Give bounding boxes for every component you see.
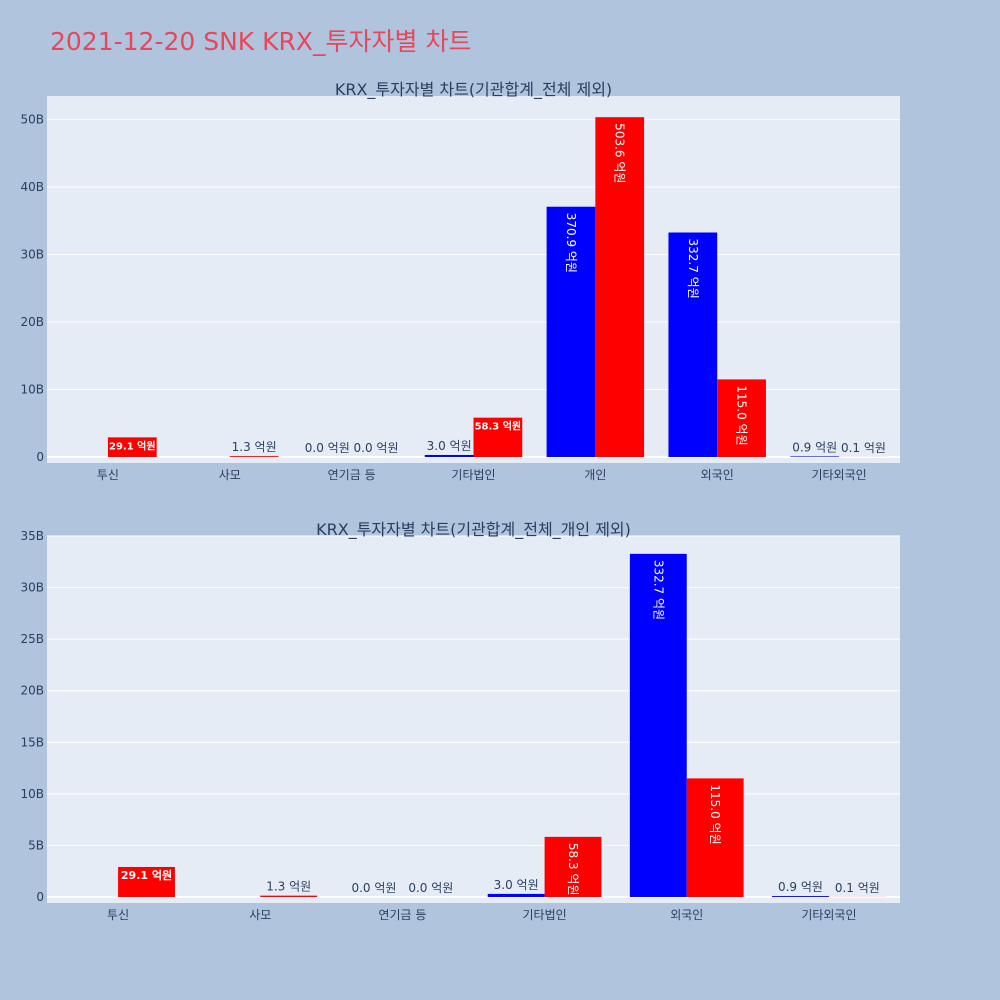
data-label: 0.0 억원 — [354, 441, 399, 455]
bar-sell — [118, 866, 175, 897]
y-tick-label: 0 — [36, 890, 44, 904]
y-tick-label: 25B — [20, 632, 44, 646]
y-tick-label: 10B — [20, 383, 44, 397]
x-tick-label: 연기금 등 — [378, 908, 426, 922]
data-label: 0.0 억원 — [408, 881, 453, 895]
data-label: 0.1 억원 — [841, 441, 886, 455]
bar-buy — [424, 454, 474, 457]
data-label: 503.6 억원 — [613, 123, 627, 183]
x-tick-label: 연기금 등 — [328, 468, 376, 482]
bar-buy — [546, 206, 596, 457]
y-tick-label: 50B — [20, 113, 44, 127]
bar-buy — [790, 456, 840, 457]
data-label: 1.3 억원 — [232, 440, 277, 454]
y-tick-label: 10B — [20, 787, 44, 801]
bar-buy — [487, 893, 545, 897]
plot-area — [47, 536, 900, 903]
x-tick-label: 외국인 — [670, 908, 703, 922]
data-label: 58.3 억원 — [566, 843, 580, 896]
data-label: 115.0 억원 — [708, 784, 722, 844]
data-label: 29.1 억원 — [109, 439, 156, 452]
data-label: 58.3 억원 — [475, 420, 522, 433]
data-label: 332.7 억원 — [686, 239, 700, 299]
y-tick-label: 35B — [20, 529, 44, 543]
bar-sell — [473, 417, 523, 457]
y-tick-label: 20B — [20, 684, 44, 698]
x-tick-label: 기타법인 — [451, 468, 495, 482]
y-tick-label: 30B — [20, 581, 44, 595]
x-tick-label: 기타법인 — [522, 908, 566, 922]
bar-buy — [772, 896, 829, 897]
x-tick-label: 기타외국인 — [811, 468, 866, 482]
x-tick-label: 외국인 — [701, 468, 734, 482]
y-tick-label: 5B — [28, 838, 44, 852]
x-tick-label: 기타외국인 — [801, 908, 856, 922]
data-label: 29.1 억원 — [121, 868, 172, 882]
data-label: 0.0 억원 — [351, 881, 396, 895]
x-tick-label: 사모 — [249, 908, 271, 922]
chart-title: KRX_투자자별 차트(기관합계_전체_개인 제외) — [316, 520, 631, 540]
data-label: 3.0 억원 — [494, 878, 539, 892]
y-tick-label: 0 — [36, 450, 44, 464]
x-tick-label: 투신 — [107, 908, 129, 922]
bar-sell — [544, 836, 602, 897]
bar-sell — [717, 379, 766, 457]
data-label: 1.3 억원 — [266, 880, 311, 894]
data-label: 370.9 억원 — [564, 213, 578, 273]
chart-title: KRX_투자자별 차트(기관합계_전체 제외) — [335, 80, 612, 100]
bar-buy — [668, 232, 718, 457]
bar-sell — [595, 117, 645, 458]
x-tick-label: 사모 — [219, 468, 241, 482]
data-label: 332.7 억원 — [651, 560, 665, 620]
data-label: 0.9 억원 — [778, 880, 823, 894]
y-tick-label: 15B — [20, 735, 44, 749]
y-tick-label: 30B — [20, 248, 44, 262]
x-tick-label: 개인 — [584, 468, 606, 482]
data-label: 0.9 억원 — [792, 440, 837, 454]
chart-top: 0 10B 20B 30B 40B 50B KRX_투자자별 차트(기관합계_전체 제외) 투… — [20, 80, 900, 482]
bar-buy — [629, 553, 687, 897]
data-label: 0.0 억원 — [305, 441, 350, 455]
x-tick-label: 투신 — [97, 468, 119, 482]
data-label: 3.0 억원 — [427, 439, 472, 453]
bar-sell — [260, 895, 318, 897]
y-tick-label: 20B — [20, 315, 44, 329]
bar-sell — [686, 778, 744, 897]
bar-sell — [107, 437, 157, 457]
page-title: 2021-12-20 SNK KRX_투자자별 차트 — [50, 27, 472, 56]
bar-sell — [229, 456, 279, 457]
data-label: 0.1 억원 — [835, 881, 880, 895]
y-tick-label: 40B — [20, 180, 44, 194]
data-label: 115.0 억원 — [735, 385, 749, 445]
